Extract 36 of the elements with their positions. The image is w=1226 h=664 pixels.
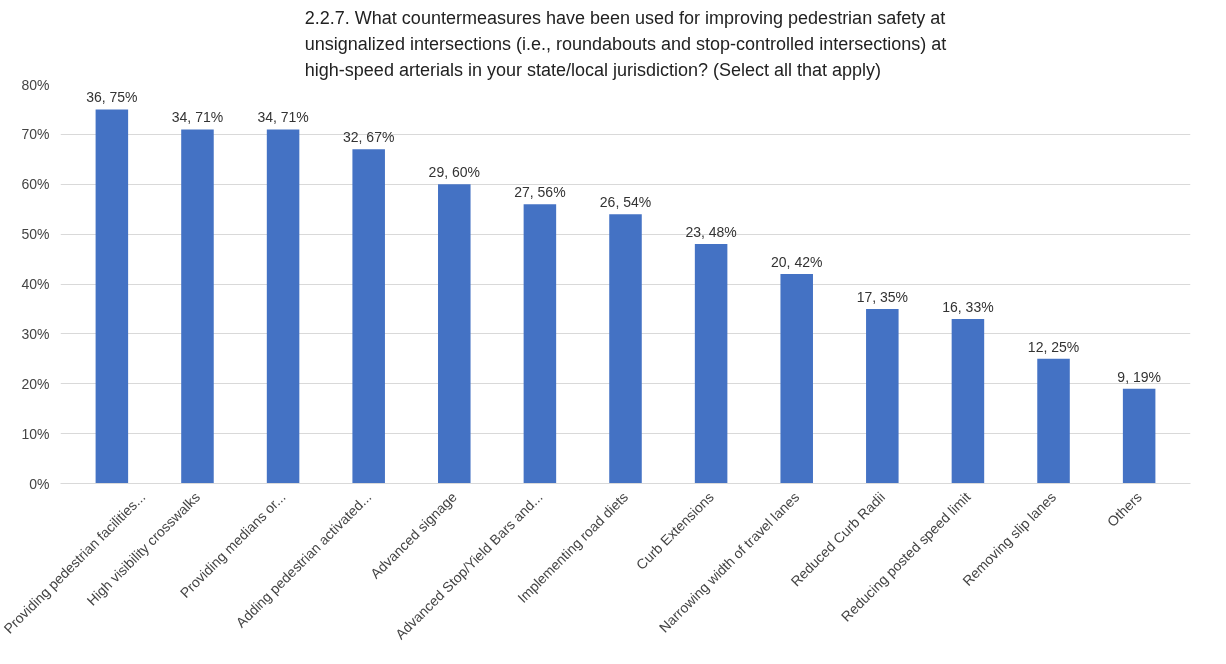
y-tick-label: 20% <box>21 375 50 392</box>
bar <box>866 308 899 484</box>
y-tick-label: 80% <box>21 76 50 93</box>
bar <box>1122 388 1156 484</box>
data-label: 29, 60% <box>428 164 480 181</box>
bar <box>438 184 471 484</box>
bar <box>1037 358 1070 484</box>
y-tick-label: 30% <box>21 325 50 342</box>
bar <box>95 109 129 484</box>
y-tick-label: 50% <box>21 226 50 243</box>
bar <box>951 318 985 484</box>
data-label: 32, 67% <box>343 129 395 146</box>
bar <box>523 204 557 484</box>
bar <box>181 129 214 484</box>
data-label: 34, 71% <box>257 109 309 126</box>
bar <box>780 274 813 484</box>
bar <box>609 214 642 484</box>
data-label: 9, 19% <box>1117 368 1161 385</box>
chart-title: 2.2.7. What countermeasures have been used for improving pedestrian safety at unsignalized intersections (i.e., roundabouts and stop-controlled intersections) at high-speed arterials in your state/local jurisdiction? (Select all that apply) <box>304 7 947 80</box>
data-label: 27, 56% <box>514 184 566 201</box>
y-tick-label: 0% <box>29 475 50 492</box>
data-label: 16, 33% <box>942 298 994 315</box>
bar <box>352 149 385 484</box>
data-label: 26, 54% <box>599 194 652 211</box>
data-label: 34, 71% <box>171 109 224 126</box>
data-label: 23, 48% <box>685 224 737 241</box>
y-tick-label: 70% <box>21 126 50 143</box>
data-label: 36, 75% <box>86 89 138 106</box>
data-label: 20, 42% <box>771 254 823 271</box>
y-tick-label: 40% <box>21 276 50 292</box>
bar <box>694 244 728 484</box>
bar <box>266 129 300 484</box>
data-label: 17, 35% <box>856 288 909 305</box>
y-tick-label: 60% <box>21 176 50 193</box>
y-tick-label: 10% <box>21 425 50 442</box>
data-label: 12, 25% <box>1027 338 1080 355</box>
